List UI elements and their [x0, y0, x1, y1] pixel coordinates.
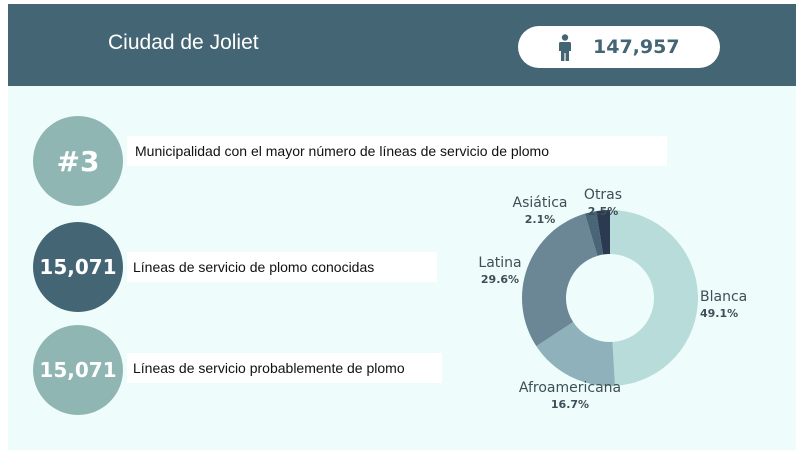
slice-label: Otras [584, 187, 622, 203]
population-badge: 147,957 [518, 26, 720, 68]
stat-label-known: Líneas de servicio de plomo conocidas [133, 259, 375, 275]
stat-label-likely-box: Líneas de servicio probablemente de plom… [127, 353, 442, 383]
stat-value-known: 15,071 [39, 255, 117, 279]
stat-label-rank: Municipalidad con el mayor número de lín… [135, 143, 549, 159]
header-bar: Ciudad de Joliet 147,957 [8, 4, 796, 86]
slice-asitica [584, 211, 604, 256]
slice-value-label: 2.5% [588, 205, 619, 218]
stat-value-likely: 15,071 [39, 358, 117, 382]
ethnicity-donut-chart: Blanca 49.1% Afroamericana 16.7% Latina 29.6%… [478, 187, 747, 411]
slice-blanca [610, 210, 698, 386]
slice-latina [522, 213, 598, 347]
city-title: Ciudad de Joliet [108, 31, 259, 54]
stat-value-rank: #3 [56, 144, 100, 178]
stat-label-rank-box: Municipalidad con el mayor número de lín… [127, 136, 667, 166]
stat-label-known-box: Líneas de servicio de plomo conocidas [127, 252, 437, 282]
stat-label-likely: Líneas de servicio probablemente de plom… [133, 360, 405, 376]
slice-value-label: 16.7% [551, 398, 589, 411]
slice-otras [596, 210, 610, 255]
person-icon [559, 34, 571, 61]
stat-circle-known: 15,071 [33, 222, 123, 312]
slice-label: Afroamericana [519, 380, 621, 396]
stat-circle-likely: 15,071 [33, 325, 123, 415]
slice-label: Blanca [700, 289, 747, 305]
slice-value-label: 29.6% [481, 273, 519, 286]
slice-label: Latina [478, 255, 521, 271]
slice-afroamericana [536, 322, 615, 386]
population-value: 147,957 [593, 36, 680, 58]
stat-circle-rank: #3 [33, 116, 123, 206]
slice-label: Asiática [513, 195, 568, 211]
slice-value-label: 49.1% [700, 307, 738, 320]
slice-value-label: 2.1% [525, 213, 556, 226]
